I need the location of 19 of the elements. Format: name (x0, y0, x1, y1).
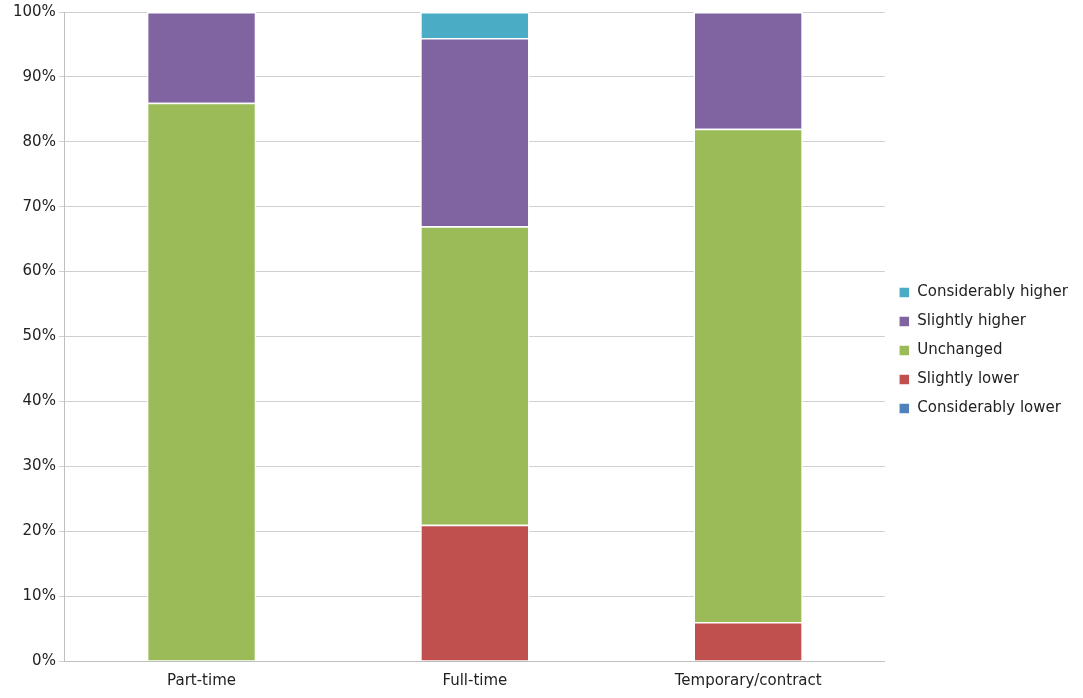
y-tick-label: 40% (22, 391, 56, 410)
y-tick-label: 10% (22, 585, 56, 604)
x-tick-label: Part-time (167, 670, 236, 689)
y-tick-label: 30% (22, 456, 56, 475)
y-tick-label: 50% (22, 326, 56, 345)
y-tick-label: 0% (32, 650, 56, 669)
legend-label: Slightly lower (917, 369, 1020, 388)
x-tick-label: Temporary/contract (673, 670, 822, 689)
y-tick-label: 100% (12, 1, 56, 20)
y-tick-label: 60% (22, 261, 56, 280)
legend-label: Considerably lower (917, 398, 1062, 417)
legend-label: Considerably higher (917, 282, 1069, 301)
y-tick-label: 20% (22, 521, 56, 540)
x-tick-label: Full-time (442, 670, 508, 689)
legend-label: Unchanged (917, 340, 1003, 359)
legend-label: Slightly higher (917, 311, 1027, 330)
y-tick-label: 90% (22, 66, 56, 85)
y-tick-label: 70% (22, 196, 56, 215)
y-tick-label: 80% (22, 131, 56, 150)
